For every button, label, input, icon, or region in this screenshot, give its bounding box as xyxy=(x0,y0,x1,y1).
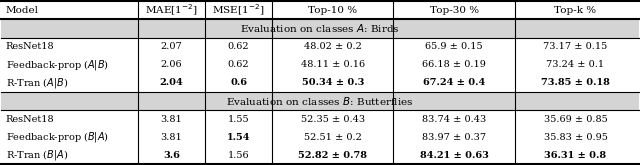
Text: Top-k %: Top-k % xyxy=(554,6,596,15)
Text: Model: Model xyxy=(6,6,39,15)
Text: 1.54: 1.54 xyxy=(227,133,250,142)
Text: 3.6: 3.6 xyxy=(163,151,180,160)
Text: 52.35 ± 0.43: 52.35 ± 0.43 xyxy=(301,115,365,124)
Text: MAE[1$^{-2}$]: MAE[1$^{-2}$] xyxy=(145,3,198,18)
Bar xyxy=(1,19,639,37)
Bar xyxy=(1,92,639,110)
Text: 0.62: 0.62 xyxy=(228,42,250,51)
Text: 73.85 ± 0.18: 73.85 ± 0.18 xyxy=(541,78,610,87)
Text: MSE[1$^{-2}$]: MSE[1$^{-2}$] xyxy=(212,3,265,18)
Text: 66.18 ± 0.19: 66.18 ± 0.19 xyxy=(422,60,486,69)
Text: Feedback-prop ($B|A$): Feedback-prop ($B|A$) xyxy=(6,130,109,144)
Text: R-Tran ($B|A$): R-Tran ($B|A$) xyxy=(6,148,68,162)
Text: Evaluation on classes $\mathit{A}$: Birds: Evaluation on classes $\mathit{A}$: Bird… xyxy=(240,22,400,34)
Text: 52.82 ± 0.78: 52.82 ± 0.78 xyxy=(298,151,367,160)
Text: 3.81: 3.81 xyxy=(161,133,182,142)
Text: 48.11 ± 0.16: 48.11 ± 0.16 xyxy=(301,60,365,69)
Text: 0.62: 0.62 xyxy=(228,60,250,69)
Text: 48.02 ± 0.2: 48.02 ± 0.2 xyxy=(304,42,362,51)
Text: 3.81: 3.81 xyxy=(161,115,182,124)
Text: 1.55: 1.55 xyxy=(228,115,250,124)
Text: 67.24 ± 0.4: 67.24 ± 0.4 xyxy=(423,78,485,87)
Text: 2.06: 2.06 xyxy=(161,60,182,69)
Text: 52.51 ± 0.2: 52.51 ± 0.2 xyxy=(304,133,362,142)
Text: Feedback-prop ($A|B$): Feedback-prop ($A|B$) xyxy=(6,58,109,72)
Text: 1.56: 1.56 xyxy=(228,151,250,160)
Text: ResNet18: ResNet18 xyxy=(6,42,54,51)
Text: 2.04: 2.04 xyxy=(159,78,184,87)
Text: 65.9 ± 0.15: 65.9 ± 0.15 xyxy=(426,42,483,51)
Text: 2.07: 2.07 xyxy=(161,42,182,51)
Text: 0.6: 0.6 xyxy=(230,78,247,87)
Text: Top-30 %: Top-30 % xyxy=(429,6,479,15)
Text: 84.21 ± 0.63: 84.21 ± 0.63 xyxy=(420,151,488,160)
Text: Evaluation on classes $\mathit{B}$: Butterflies: Evaluation on classes $\mathit{B}$: Butt… xyxy=(226,95,414,107)
Text: 83.74 ± 0.43: 83.74 ± 0.43 xyxy=(422,115,486,124)
Text: 73.24 ± 0.1: 73.24 ± 0.1 xyxy=(547,60,605,69)
Text: 73.17 ± 0.15: 73.17 ± 0.15 xyxy=(543,42,607,51)
Text: ResNet18: ResNet18 xyxy=(6,115,54,124)
Text: 50.34 ± 0.3: 50.34 ± 0.3 xyxy=(301,78,364,87)
Text: 35.83 ± 0.95: 35.83 ± 0.95 xyxy=(543,133,607,142)
Text: 35.69 ± 0.85: 35.69 ± 0.85 xyxy=(543,115,607,124)
Text: Top-10 %: Top-10 % xyxy=(308,6,357,15)
Text: R-Tran ($A|B$): R-Tran ($A|B$) xyxy=(6,76,68,90)
Text: 36.31 ± 0.8: 36.31 ± 0.8 xyxy=(545,151,607,160)
Text: 83.97 ± 0.37: 83.97 ± 0.37 xyxy=(422,133,486,142)
